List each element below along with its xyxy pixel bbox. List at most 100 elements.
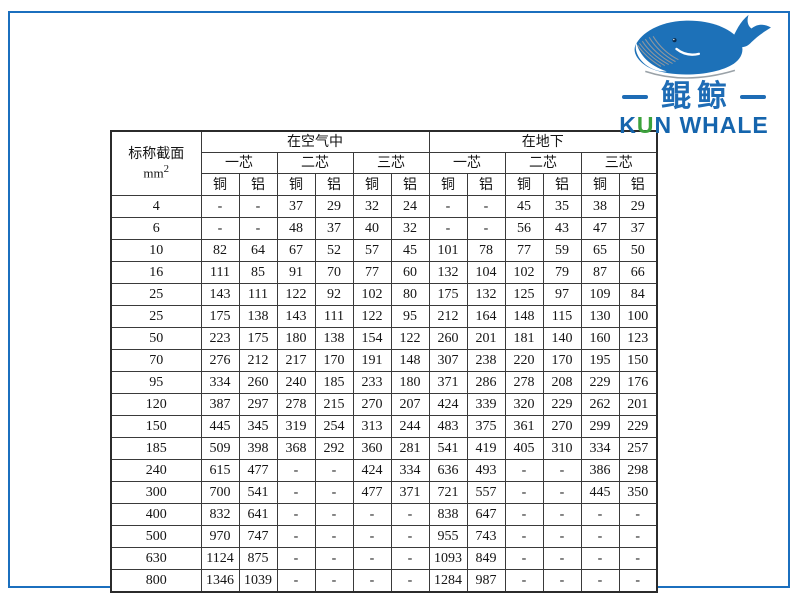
table-row: 10 82 64 67 52 57 45 101 78 77 59 65 50 xyxy=(110,239,658,262)
value-cell: 148 xyxy=(504,305,544,328)
value-cell: 398 xyxy=(238,437,278,460)
value-cell: 334 xyxy=(200,371,240,394)
material-header-cell: 铝 xyxy=(466,173,506,196)
value-cell: 77 xyxy=(352,261,392,284)
value-cell: 832 xyxy=(200,503,240,526)
material-header-cell: 铝 xyxy=(238,173,278,196)
value-cell: 747 xyxy=(238,525,278,548)
value-cell: 38 xyxy=(580,195,620,218)
value-cell: 57 xyxy=(352,239,392,262)
value-cell: - xyxy=(542,459,582,482)
value-cell: 45 xyxy=(390,239,430,262)
table-row: 50 223 175 180 138 154 122 260 201 181 140 160 123 xyxy=(110,327,658,350)
value-cell: - xyxy=(542,503,582,526)
value-cell: 64 xyxy=(238,239,278,262)
value-cell: 24 xyxy=(390,195,430,218)
row-size-cell: 70 xyxy=(110,349,202,372)
material-header-cell: 铜 xyxy=(200,173,240,196)
value-cell: - xyxy=(504,503,544,526)
value-cell: 67 xyxy=(276,239,316,262)
value-cell: - xyxy=(314,569,354,593)
value-cell: 40 xyxy=(352,217,392,240)
value-cell: - xyxy=(276,547,316,570)
value-cell: 164 xyxy=(466,305,506,328)
value-cell: - xyxy=(542,569,582,593)
core-header-cell: 一芯 xyxy=(200,152,278,174)
row-size-cell: 50 xyxy=(110,327,202,350)
value-cell: 371 xyxy=(390,481,430,504)
value-cell: 78 xyxy=(466,239,506,262)
value-cell: 143 xyxy=(276,305,316,328)
value-cell: 270 xyxy=(352,393,392,416)
value-cell: - xyxy=(314,459,354,482)
value-cell: 743 xyxy=(466,525,506,548)
value-cell: 641 xyxy=(238,503,278,526)
value-cell: 47 xyxy=(580,217,620,240)
value-cell: - xyxy=(618,503,658,526)
value-cell: 212 xyxy=(428,305,468,328)
value-cell: 154 xyxy=(352,327,392,350)
value-cell: - xyxy=(276,459,316,482)
material-header-cell: 铜 xyxy=(580,173,620,196)
value-cell: - xyxy=(238,195,278,218)
value-cell: 122 xyxy=(390,327,430,350)
row-size-cell: 10 xyxy=(110,239,202,262)
value-cell: 180 xyxy=(390,371,430,394)
value-cell: - xyxy=(466,195,506,218)
value-cell: 60 xyxy=(390,261,430,284)
value-cell: 307 xyxy=(428,349,468,372)
value-cell: 109 xyxy=(580,283,620,306)
logo-cn-text: 鲲鲸 xyxy=(661,80,733,113)
value-cell: 238 xyxy=(466,349,506,372)
value-cell: - xyxy=(504,569,544,593)
core-header-cell: 一芯 xyxy=(428,152,506,174)
value-cell: 276 xyxy=(200,349,240,372)
value-cell: - xyxy=(428,195,468,218)
value-cell: - xyxy=(580,569,620,593)
value-cell: 387 xyxy=(200,393,240,416)
value-cell: - xyxy=(276,569,316,593)
value-cell: 405 xyxy=(504,437,544,460)
value-cell: - xyxy=(200,195,240,218)
value-cell: 278 xyxy=(504,371,544,394)
value-cell: - xyxy=(276,481,316,504)
logo-english-name: KUN WHALE xyxy=(619,112,769,138)
value-cell: 541 xyxy=(428,437,468,460)
table-row: 500 970 747- - - -955 743- - - - xyxy=(110,525,658,548)
value-cell: 260 xyxy=(238,371,278,394)
value-cell: 477 xyxy=(352,481,392,504)
logo-dash-right-icon xyxy=(740,95,766,99)
value-cell: 339 xyxy=(466,393,506,416)
value-cell: 700 xyxy=(200,481,240,504)
value-cell: 360 xyxy=(352,437,392,460)
value-cell: 175 xyxy=(238,327,278,350)
value-cell: 1284 xyxy=(428,569,468,593)
value-cell: 175 xyxy=(200,305,240,328)
value-cell: 100 xyxy=(618,305,658,328)
value-cell: 111 xyxy=(314,305,354,328)
core-header-cell: 二芯 xyxy=(276,152,354,174)
core-header-row: 一芯 二芯 三芯 一芯 二芯 三芯 xyxy=(111,152,658,174)
value-cell: - xyxy=(314,547,354,570)
value-cell: 143 xyxy=(200,283,240,306)
value-cell: 636 xyxy=(428,459,468,482)
value-cell: 509 xyxy=(200,437,240,460)
value-cell: 80 xyxy=(390,283,430,306)
table-body: 4- -37 29 32 24- -45 35 38 29 6- -48 37 40 32- -56 43 47… xyxy=(110,195,658,593)
value-cell: 240 xyxy=(276,371,316,394)
value-cell: 445 xyxy=(200,415,240,438)
value-cell: 50 xyxy=(618,239,658,262)
value-cell: 838 xyxy=(428,503,468,526)
value-cell: 254 xyxy=(314,415,354,438)
value-cell: 115 xyxy=(542,305,582,328)
row-size-cell: 6 xyxy=(110,217,202,240)
value-cell: 721 xyxy=(428,481,468,504)
value-cell: 77 xyxy=(504,239,544,262)
value-cell: 37 xyxy=(276,195,316,218)
value-cell: 875 xyxy=(238,547,278,570)
value-cell: - xyxy=(314,503,354,526)
value-cell: - xyxy=(504,481,544,504)
value-cell: 215 xyxy=(314,393,354,416)
value-cell: 229 xyxy=(618,415,658,438)
value-cell: 955 xyxy=(428,525,468,548)
